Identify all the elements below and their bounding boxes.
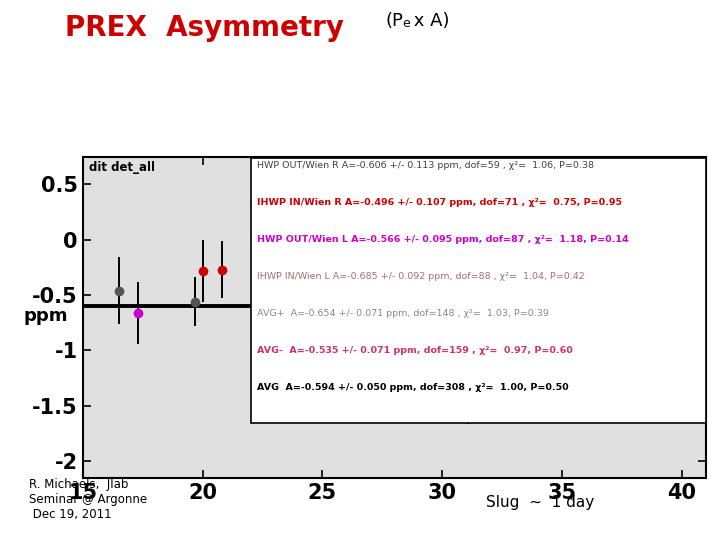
Text: R. Michaels,  Jlab
Seminar @ Argonne
 Dec 19, 2011: R. Michaels, Jlab Seminar @ Argonne Dec …	[29, 478, 147, 521]
Text: HWP OUT/Wien R A=-0.606 +/- 0.113 ppm, dof=59 , χ²=  1.06, P=0.38: HWP OUT/Wien R A=-0.606 +/- 0.113 ppm, d…	[257, 161, 594, 171]
Text: ppm: ppm	[23, 307, 68, 325]
Text: Slug  ~  1 day: Slug ~ 1 day	[486, 495, 594, 510]
Text: AVG  A=-0.594 +/- 0.050 ppm, dof=308 , χ²=  1.00, P=0.50: AVG A=-0.594 +/- 0.050 ppm, dof=308 , χ²…	[257, 383, 569, 392]
Text: AVG+  A=-0.654 +/- 0.071 ppm, dof=148 , χ²=  1.03, P=0.39: AVG+ A=-0.654 +/- 0.071 ppm, dof=148 , χ…	[257, 309, 549, 318]
Text: IHWP IN/Wien L A=-0.685 +/- 0.092 ppm, dof=88 , χ²=  1.04, P=0.42: IHWP IN/Wien L A=-0.685 +/- 0.092 ppm, d…	[257, 272, 585, 281]
Text: e: e	[402, 17, 410, 30]
Text: AVG-  A=-0.535 +/- 0.071 ppm, dof=159 , χ²=  0.97, P=0.60: AVG- A=-0.535 +/- 0.071 ppm, dof=159 , χ…	[257, 346, 573, 355]
Text: (P: (P	[385, 12, 403, 30]
FancyBboxPatch shape	[251, 158, 706, 423]
Text: dit det_all: dit det_all	[89, 161, 155, 174]
Text: PREX  Asymmetry: PREX Asymmetry	[65, 14, 344, 42]
Text: x A): x A)	[408, 12, 449, 30]
Text: IHWP IN/Wien R A=-0.496 +/- 0.107 ppm, dof=71 , χ²=  0.75, P=0.95: IHWP IN/Wien R A=-0.496 +/- 0.107 ppm, d…	[257, 198, 622, 207]
Text: HWP OUT/Wien L A=-0.566 +/- 0.095 ppm, dof=87 , χ²=  1.18, P=0.14: HWP OUT/Wien L A=-0.566 +/- 0.095 ppm, d…	[257, 235, 629, 244]
